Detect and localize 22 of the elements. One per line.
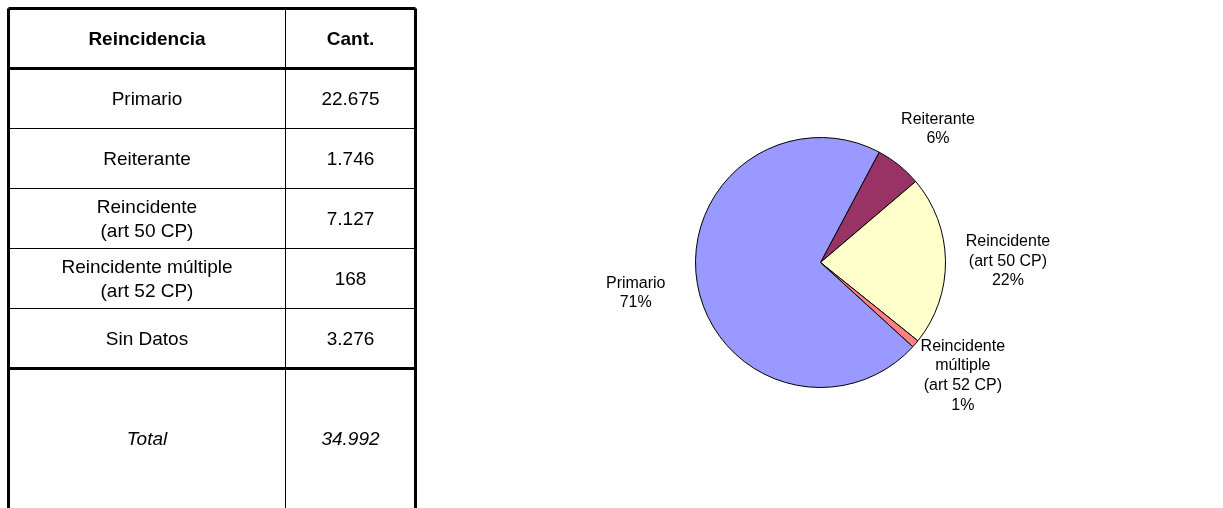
data-label: 22% [991, 271, 1024, 289]
text: Sin Datos [105, 328, 189, 349]
data-label: 71% [619, 293, 652, 311]
text: 3.276 [326, 328, 375, 349]
text: 34.992 [321, 428, 380, 449]
text: 7.127 [326, 208, 375, 229]
slice-label: Reincidente múltiple (art 52 CP) [920, 336, 1006, 394]
text: 22.675 [321, 88, 380, 109]
text: Reincidente (art 50 CP) [96, 196, 198, 241]
text: Cant. [326, 28, 375, 49]
data-label: 6% [926, 129, 950, 147]
slice-label: Primario [605, 273, 666, 291]
text: Primario [111, 88, 183, 109]
text: 1.746 [326, 148, 375, 169]
text: Reiterante [103, 148, 191, 169]
slice-label: Reiterante [901, 109, 975, 127]
slice-label: Reincidente (art 50 CP) [965, 232, 1051, 269]
text: Reincidencia [88, 28, 207, 49]
text: Reincidente múltiple (art 52 CP) [61, 256, 233, 301]
text: Total [126, 428, 169, 449]
data-label: 1% [951, 395, 975, 413]
text: 168 [334, 268, 367, 289]
